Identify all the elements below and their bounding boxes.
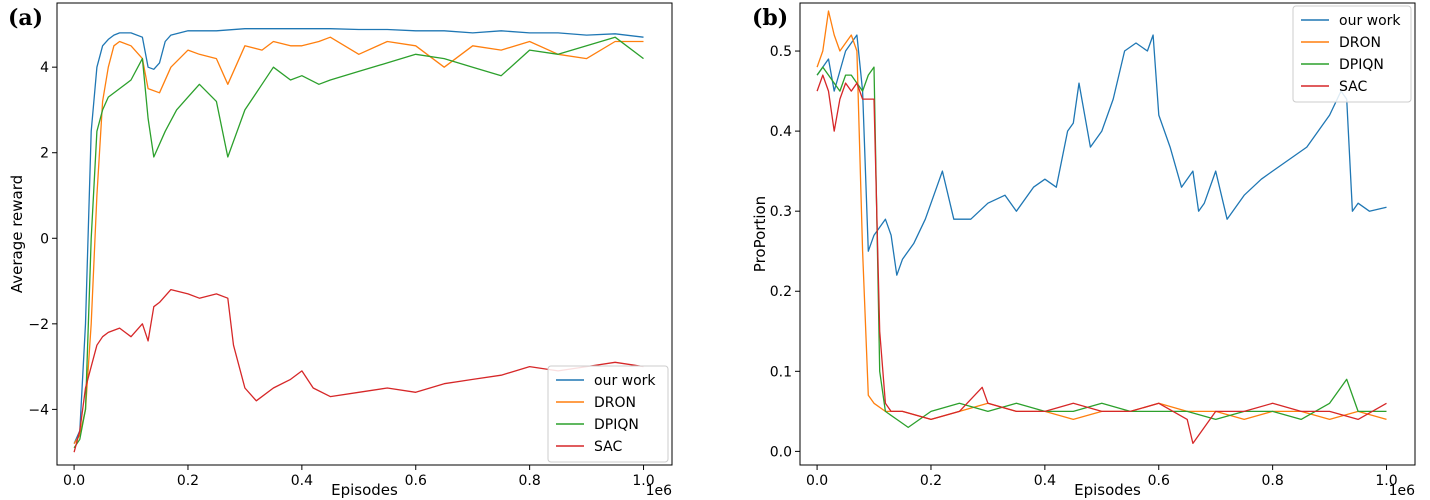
legend-entry: SAC bbox=[594, 439, 622, 455]
legend-entry: our work bbox=[594, 373, 656, 389]
chart-panel-a: (a) 0.0 0.2 0.4 0.6 0.8 1.0 −4 −2 0 2 4 Episodes Aver… bbox=[8, 2, 673, 499]
series-line-sac bbox=[816, 74, 1387, 445]
x-tick-label: 0.8 bbox=[1262, 473, 1284, 489]
y-tick-label: 0 bbox=[40, 231, 49, 247]
series-line-dron bbox=[73, 36, 644, 444]
legend-box bbox=[547, 365, 669, 463]
legend-box bbox=[1292, 5, 1412, 103]
y-axis-title: Average reward bbox=[8, 175, 26, 293]
x-axis-title: Episodes bbox=[1074, 481, 1141, 499]
x-tick-label: 0.0 bbox=[806, 473, 828, 489]
y-tick-label: −4 bbox=[28, 402, 49, 418]
series-line-sac bbox=[73, 288, 644, 453]
chart-panel-b: (b) 0.0 0.2 0.4 0.6 0.8 1.0 0.0 0.1 0.2 0.3 0.4 0.5 E… bbox=[751, 2, 1416, 499]
legend: our work DRON DPIQN SAC bbox=[547, 365, 669, 463]
x-tick-label: 0.6 bbox=[1148, 473, 1170, 489]
plot-area bbox=[73, 28, 644, 453]
x-offset-label: 1e6 bbox=[1389, 483, 1416, 499]
x-offset-label: 1e6 bbox=[646, 483, 673, 499]
y-tick-label: 0.3 bbox=[770, 204, 792, 220]
x-tick-label: 1.0 bbox=[632, 473, 654, 489]
panel-label: (b) bbox=[752, 5, 788, 31]
y-tick-label: −2 bbox=[28, 317, 49, 333]
legend-entry: DRON bbox=[1339, 35, 1381, 51]
y-tick-label: 0.2 bbox=[770, 284, 792, 300]
series-line-dpiqn bbox=[73, 36, 644, 449]
x-tick-label: 0.8 bbox=[519, 473, 541, 489]
y-tick-label: 4 bbox=[40, 60, 49, 76]
series-line-our-work bbox=[816, 34, 1387, 276]
panel-label: (a) bbox=[8, 5, 43, 31]
legend-entry: DPIQN bbox=[1339, 57, 1384, 73]
x-tick-label: 0.0 bbox=[63, 473, 85, 489]
axes-frame bbox=[56, 2, 673, 466]
series-line-our-work bbox=[73, 28, 644, 444]
x-tick-label: 1.0 bbox=[1375, 473, 1397, 489]
y-tick-label: 2 bbox=[40, 146, 49, 162]
plot-area bbox=[816, 10, 1387, 445]
y-tick-label: 0.5 bbox=[770, 44, 792, 60]
legend-entry: SAC bbox=[1339, 79, 1367, 95]
x-tick-label: 0.4 bbox=[1034, 473, 1056, 489]
y-axis-title: ProPortion bbox=[751, 196, 769, 272]
y-tick-label: 0.1 bbox=[770, 364, 792, 380]
y-tick-label: 0.4 bbox=[770, 124, 792, 140]
legend: our work DRON DPIQN SAC bbox=[1292, 5, 1412, 103]
y-tick-label: 0.0 bbox=[770, 444, 792, 460]
series-line-dpiqn bbox=[816, 66, 1387, 429]
x-axis-title: Episodes bbox=[331, 481, 398, 499]
legend-entry: our work bbox=[1339, 13, 1401, 29]
x-tick-label: 0.2 bbox=[177, 473, 199, 489]
x-tick-label: 0.2 bbox=[920, 473, 942, 489]
legend-entry: DPIQN bbox=[594, 417, 639, 433]
x-tick-label: 0.4 bbox=[291, 473, 313, 489]
x-tick-label: 0.6 bbox=[405, 473, 427, 489]
axes-frame bbox=[799, 2, 1416, 466]
legend-entry: DRON bbox=[594, 395, 636, 411]
